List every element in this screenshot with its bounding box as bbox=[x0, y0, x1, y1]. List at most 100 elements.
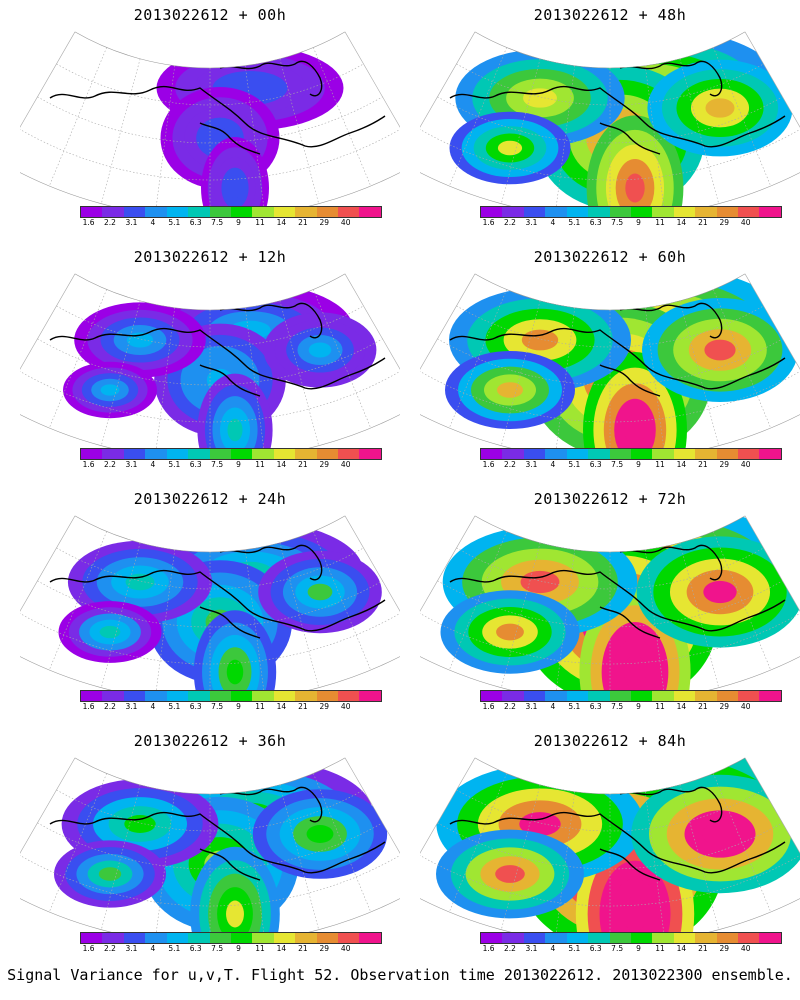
variance-contour bbox=[521, 329, 559, 351]
colorbar-swatch bbox=[716, 207, 739, 217]
panel-title: 2013022612 + 48h bbox=[533, 6, 687, 24]
colorbar-swatch bbox=[652, 207, 674, 217]
colorbar-swatch bbox=[123, 207, 146, 217]
colorbar-label: 5.1 bbox=[168, 944, 181, 953]
colorbar-label: 40 bbox=[340, 218, 351, 227]
colorbar-swatch bbox=[123, 933, 146, 943]
colorbar-swatch bbox=[316, 207, 339, 217]
colorbar-label: 4 bbox=[150, 218, 156, 227]
colorbar-labels: 1.6 2.2 3.1 4 5.1 6.3 7.5 9 11 14 21 29 40 bbox=[80, 944, 380, 954]
colorbar-swatch bbox=[209, 449, 231, 459]
colorbar-label: 2.2 bbox=[104, 218, 116, 227]
colorbar-label: 3.1 bbox=[125, 218, 138, 227]
panel-title: 2013022612 + 36h bbox=[133, 732, 287, 750]
colorbar-swatch bbox=[738, 207, 760, 217]
colorbar-label: 2.2 bbox=[504, 218, 516, 227]
colorbar-label: 11 bbox=[255, 218, 265, 227]
colorbar-swatch bbox=[273, 207, 296, 217]
variance-contour bbox=[124, 815, 156, 833]
colorbar bbox=[80, 206, 382, 218]
colorbar-label: 29 bbox=[719, 944, 730, 953]
colorbar-label: 2.2 bbox=[104, 702, 116, 711]
colorbar-label: 7.5 bbox=[611, 460, 624, 469]
colorbar-swatch bbox=[81, 933, 103, 943]
colorbar-swatch bbox=[523, 691, 546, 701]
coastline bbox=[49, 60, 386, 155]
variance-contour bbox=[98, 867, 122, 881]
colorbar-swatch bbox=[716, 449, 739, 459]
colorbar-label: 5.1 bbox=[568, 460, 581, 469]
colorbar-label: 29 bbox=[319, 944, 330, 953]
colorbar-swatch bbox=[359, 449, 381, 459]
colorbar-label: 4 bbox=[150, 460, 156, 469]
colorbar-swatch bbox=[481, 207, 503, 217]
colorbar-swatch bbox=[588, 933, 610, 943]
colorbar-swatch bbox=[566, 933, 589, 943]
colorbar-label: 9 bbox=[636, 702, 641, 711]
colorbar-label: 14 bbox=[676, 702, 687, 711]
colorbar-label: 14 bbox=[276, 944, 287, 953]
colorbar-swatch bbox=[545, 449, 567, 459]
colorbar-label: 11 bbox=[255, 460, 265, 469]
map-panel: 2013022612 + 24h 1.6 2.2 3.1 4 5.1 6.3 7.5 9 11 14… bbox=[20, 490, 400, 735]
colorbar-swatch bbox=[609, 207, 631, 217]
colorbar bbox=[80, 690, 382, 702]
colorbar-label: 21 bbox=[698, 218, 708, 227]
colorbar-label: 14 bbox=[676, 460, 687, 469]
colorbar-label: 5.1 bbox=[168, 218, 181, 227]
colorbar-swatch bbox=[716, 691, 739, 701]
colorbar-swatch bbox=[316, 449, 339, 459]
panel-title: 2013022612 + 24h bbox=[133, 490, 287, 508]
colorbar-label: 3.1 bbox=[125, 944, 138, 953]
colorbar-swatch bbox=[359, 691, 381, 701]
colorbar-swatch bbox=[145, 207, 167, 217]
colorbar-label: 14 bbox=[276, 702, 287, 711]
colorbar-label: 1.6 bbox=[82, 702, 95, 711]
colorbar-labels: 1.6 2.2 3.1 4 5.1 6.3 7.5 9 11 14 21 29 40 bbox=[80, 702, 380, 712]
colorbar-swatch bbox=[81, 449, 103, 459]
colorbar-label: 21 bbox=[698, 702, 708, 711]
colorbar-label: 4 bbox=[150, 944, 156, 953]
graticule bbox=[420, 515, 800, 690]
colorbar-swatch bbox=[359, 207, 381, 217]
variance-contour bbox=[306, 825, 334, 843]
colorbar-label: 21 bbox=[698, 944, 708, 953]
colorbar-label: 5.1 bbox=[168, 460, 181, 469]
colorbar-label: 14 bbox=[276, 218, 287, 227]
colorbar-label: 1.6 bbox=[482, 218, 495, 227]
colorbar-swatch bbox=[588, 449, 610, 459]
coastline bbox=[49, 786, 386, 881]
colorbar-swatch bbox=[652, 933, 674, 943]
colorbar-label: 3.1 bbox=[525, 460, 538, 469]
colorbar-swatch bbox=[566, 207, 589, 217]
colorbar-label: 1.6 bbox=[482, 460, 495, 469]
colorbar-swatch bbox=[609, 449, 631, 459]
colorbar-label: 6.3 bbox=[189, 944, 202, 953]
colorbar-label: 7.5 bbox=[611, 702, 624, 711]
coastline bbox=[449, 544, 786, 639]
colorbar-label: 11 bbox=[255, 944, 265, 953]
colorbar-swatch bbox=[588, 691, 610, 701]
colorbar-label: 14 bbox=[276, 460, 287, 469]
colorbar-swatch bbox=[652, 691, 674, 701]
colorbar-label: 1.6 bbox=[482, 944, 495, 953]
colorbar-swatch bbox=[252, 207, 274, 217]
variance-contour bbox=[625, 173, 645, 203]
colorbar-swatch bbox=[630, 207, 653, 217]
variance-map bbox=[20, 31, 400, 206]
colorbar bbox=[80, 448, 382, 460]
colorbar-swatch bbox=[523, 207, 546, 217]
colorbar-label: 2.2 bbox=[504, 702, 516, 711]
colorbar-swatch bbox=[252, 933, 274, 943]
colorbar-label: 6.3 bbox=[589, 944, 602, 953]
colorbar-label: 11 bbox=[655, 218, 665, 227]
variance-contour bbox=[523, 88, 557, 108]
colorbar-swatch bbox=[188, 691, 210, 701]
colorbar-swatch bbox=[145, 449, 167, 459]
colorbar-label: 9 bbox=[636, 218, 641, 227]
colorbar-swatch bbox=[166, 449, 189, 459]
colorbar-swatch bbox=[145, 691, 167, 701]
variance-contour bbox=[623, 655, 647, 689]
colorbar-label: 4 bbox=[550, 702, 556, 711]
colorbar-swatch bbox=[738, 933, 760, 943]
